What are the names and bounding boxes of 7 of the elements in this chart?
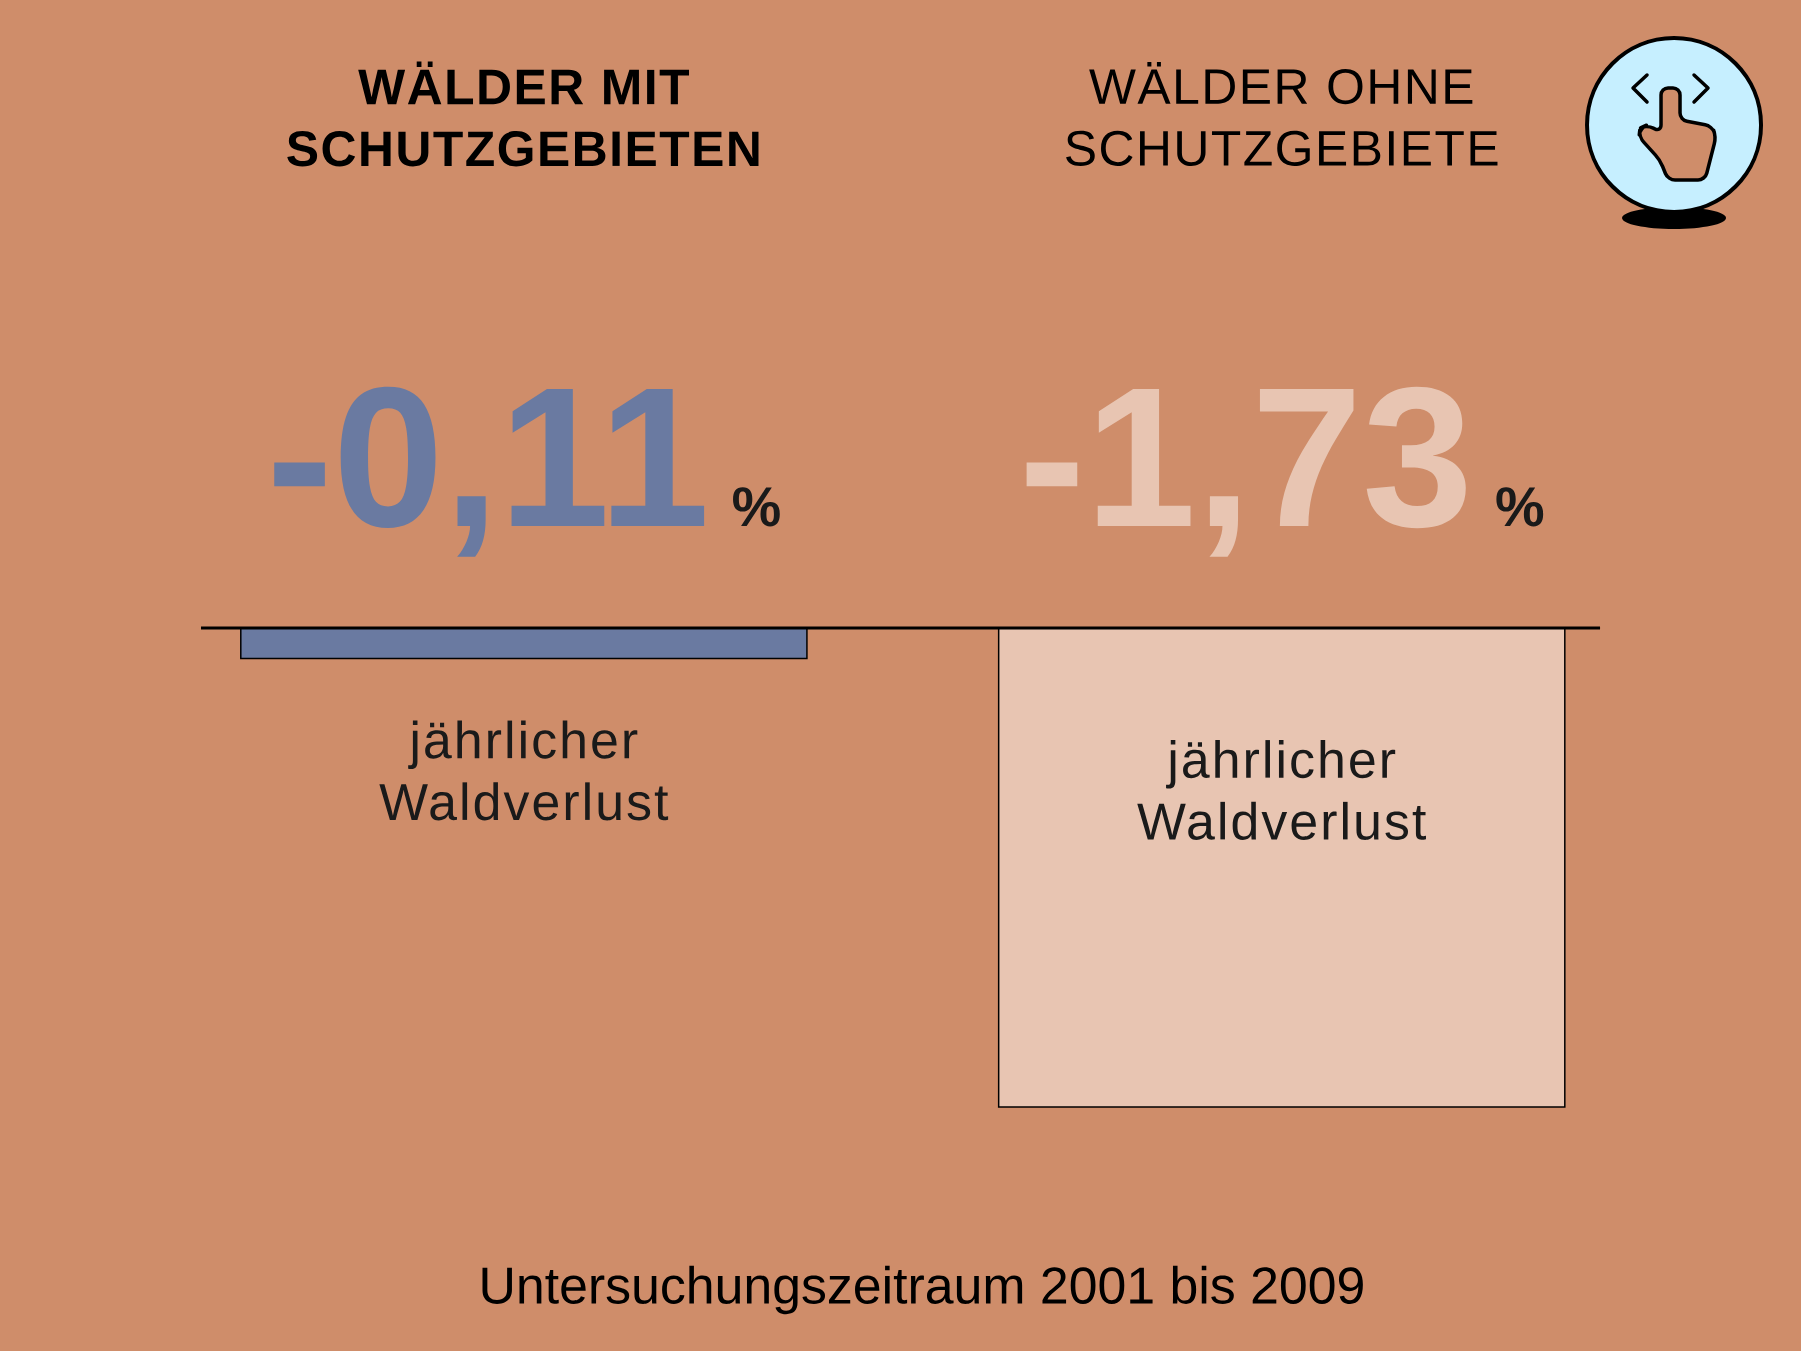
text: Untersuchungszeitraum 2001 bis 2009 — [482, 1265, 1363, 1315]
x-tick-label: WÄLDER MIT SCHUTZGEBIETEN — [287, 61, 759, 167]
data-label: -0,11% — [274, 386, 780, 557]
annotation: jährlicher Waldverlust — [1137, 740, 1426, 840]
x-tick-label: WÄLDER OHNE SCHUTZGEBIETE — [1066, 62, 1498, 166]
annotation: jährlicher Waldverlust — [379, 720, 669, 821]
data-label: -1,73% — [1026, 386, 1544, 557]
